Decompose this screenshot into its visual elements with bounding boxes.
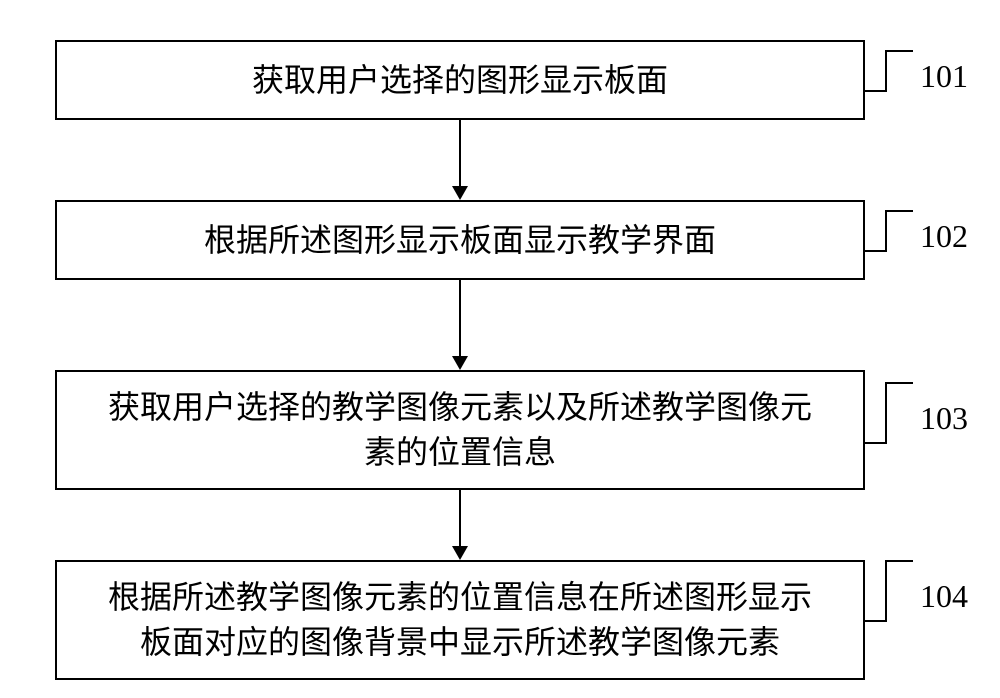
flow-node-n4: 根据所述教学图像元素的位置信息在所述图形显示板面对应的图像背景中显示所述教学图像… — [55, 560, 865, 680]
flow-node-n3: 获取用户选择的教学图像元素以及所述教学图像元素的位置信息 — [55, 370, 865, 490]
bracket-n4 — [865, 560, 913, 620]
step-label-s4: 104 — [920, 578, 968, 615]
bracket-n3 — [865, 382, 913, 442]
arrow-n3-n4 — [452, 490, 468, 560]
bracket-n1 — [865, 50, 913, 90]
step-label-s3: 103 — [920, 400, 968, 437]
arrow-n2-n3 — [452, 280, 468, 370]
flow-node-text: 根据所述图形显示板面显示教学界面 — [204, 218, 716, 263]
flow-node-text: 获取用户选择的教学图像元素以及所述教学图像元素的位置信息 — [108, 385, 812, 475]
arrow-n1-n2 — [452, 120, 468, 200]
flow-node-text: 获取用户选择的图形显示板面 — [252, 58, 668, 103]
step-label-s2: 102 — [920, 218, 968, 255]
step-label-s1: 101 — [920, 58, 968, 95]
flow-node-n1: 获取用户选择的图形显示板面 — [55, 40, 865, 120]
bracket-n2 — [865, 210, 913, 250]
flow-node-n2: 根据所述图形显示板面显示教学界面 — [55, 200, 865, 280]
flow-node-text: 根据所述教学图像元素的位置信息在所述图形显示板面对应的图像背景中显示所述教学图像… — [108, 575, 812, 665]
